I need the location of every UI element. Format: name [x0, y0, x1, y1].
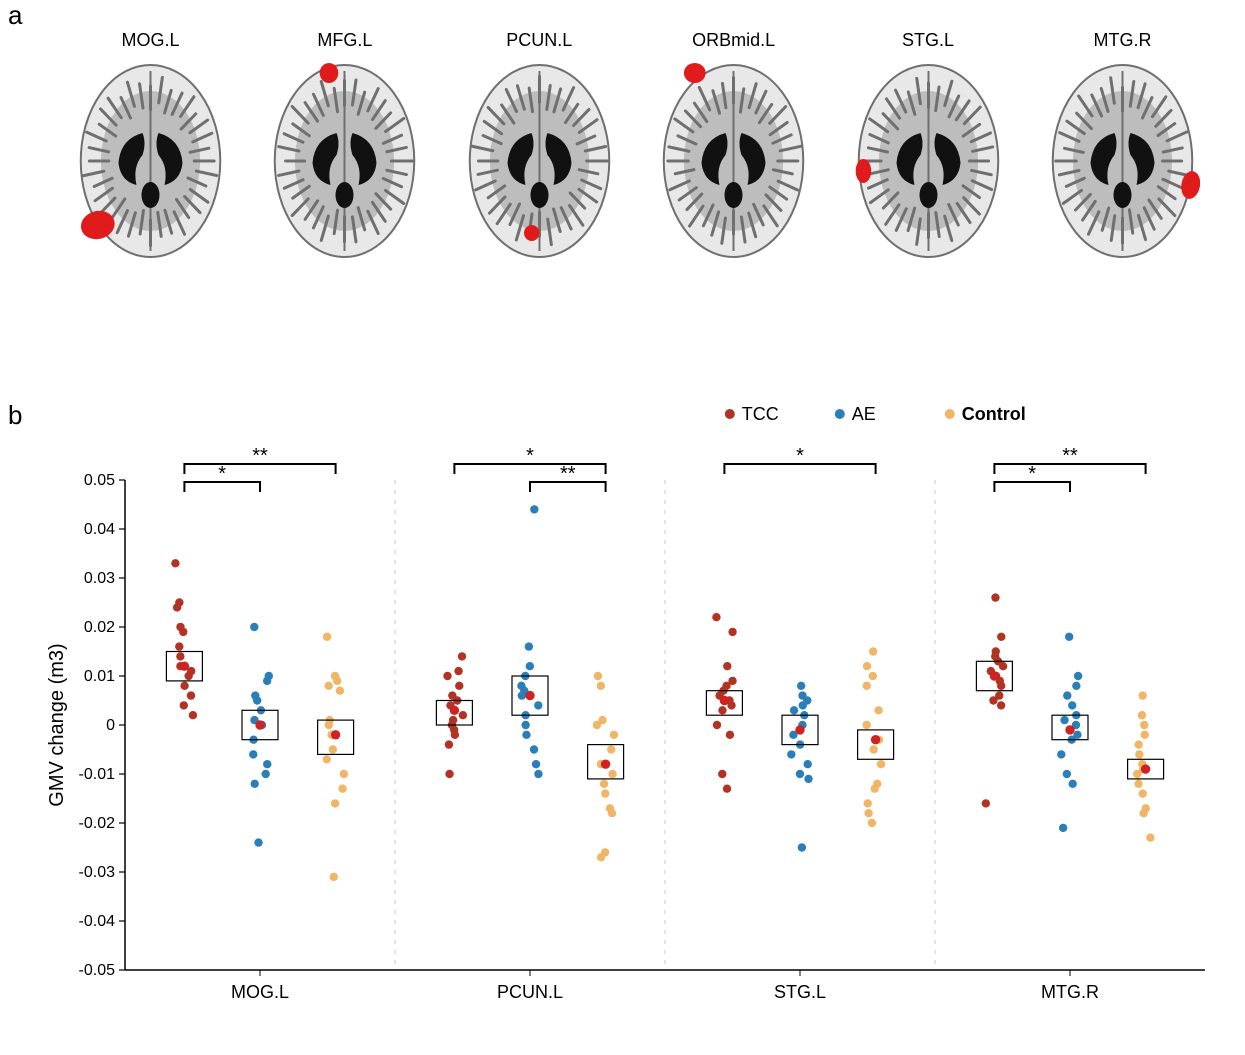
svg-text:**: ** — [252, 445, 268, 467]
svg-text:0.04: 0.04 — [84, 521, 115, 538]
svg-text:*: * — [1028, 463, 1036, 485]
svg-text:0.01: 0.01 — [84, 668, 115, 685]
brain-label: MOG.L — [121, 30, 179, 51]
svg-text:PCUN.L: PCUN.L — [497, 982, 563, 1002]
brain-label: MFG.L — [317, 30, 372, 51]
brain-label: MTG.R — [1093, 30, 1151, 51]
svg-text:-0.01: -0.01 — [79, 766, 116, 783]
brain-slice — [1045, 61, 1200, 261]
brain-slices-row: MOG.L MFG.L PCUN.L — [58, 30, 1215, 310]
brain-label: PCUN.L — [506, 30, 572, 51]
svg-text:0.03: 0.03 — [84, 570, 115, 587]
svg-text:-0.02: -0.02 — [79, 815, 116, 832]
gmv-change-chart: -0.05 -0.04 -0.03 -0.02 -0.01 0 0.01 0.02 0.03 0.… — [45, 400, 1225, 1040]
svg-text:-0.05: -0.05 — [79, 962, 116, 979]
brain-slice — [267, 61, 422, 261]
svg-text:GMV change (m3): GMV change (m3) — [46, 643, 68, 806]
svg-text:*: * — [218, 463, 226, 485]
panel-a-letter: a — [8, 0, 22, 31]
svg-text:MTG.R: MTG.R — [1041, 982, 1099, 1002]
svg-text:0: 0 — [106, 717, 115, 734]
brain-cell-ORBmid.L: ORBmid.L — [641, 30, 826, 261]
svg-text:STG.L: STG.L — [774, 982, 826, 1002]
brain-label: ORBmid.L — [692, 30, 775, 51]
brain-label: STG.L — [902, 30, 954, 51]
brain-slice — [851, 61, 1006, 261]
svg-text:**: ** — [560, 463, 576, 485]
brain-slice — [462, 61, 617, 261]
svg-text:-0.03: -0.03 — [79, 864, 116, 881]
brain-slice — [73, 61, 228, 261]
brain-cell-STG.L: STG.L — [836, 30, 1021, 261]
svg-text:MOG.L: MOG.L — [231, 982, 289, 1002]
svg-text:TCC: TCC — [742, 404, 779, 424]
svg-text:**: ** — [1062, 445, 1078, 467]
panel-b-letter: b — [8, 400, 22, 431]
svg-text:*: * — [796, 445, 804, 467]
svg-text:0.05: 0.05 — [84, 472, 115, 489]
brain-cell-MTG.R: MTG.R — [1030, 30, 1215, 261]
brain-slice — [656, 61, 811, 261]
brain-cell-MFG.L: MFG.L — [252, 30, 437, 261]
svg-text:0.02: 0.02 — [84, 619, 115, 636]
brain-cell-PCUN.L: PCUN.L — [447, 30, 632, 261]
brain-cell-MOG.L: MOG.L — [58, 30, 243, 261]
figure-root: a b MOG.L MFG.L PCUN.L — [0, 0, 1245, 1055]
svg-text:*: * — [526, 445, 534, 467]
svg-text:AE: AE — [852, 404, 876, 424]
svg-text:-0.04: -0.04 — [79, 913, 116, 930]
svg-text:Control: Control — [962, 404, 1026, 424]
